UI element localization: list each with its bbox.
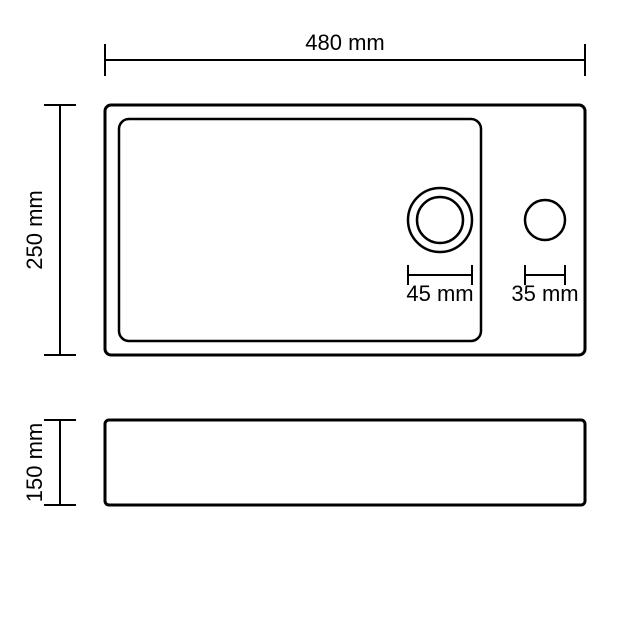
sink-outline-top xyxy=(105,105,585,355)
dim-height-top: 250 mm xyxy=(22,105,76,355)
basin-outline xyxy=(119,119,481,341)
sink-outline-side xyxy=(105,420,585,505)
dim-drain-diameter: 45 mm xyxy=(406,265,473,306)
drain-hole-inner xyxy=(417,197,463,243)
dimension-label: 150 mm xyxy=(22,423,47,502)
dimension-label: 45 mm xyxy=(406,281,473,306)
top-view xyxy=(105,105,585,355)
dim-width: 480 mm xyxy=(105,30,585,76)
side-view xyxy=(105,420,585,505)
dimension-label: 480 mm xyxy=(305,30,384,55)
dimension-label: 35 mm xyxy=(511,281,578,306)
dim-height-side: 150 mm xyxy=(22,420,76,505)
tap-hole xyxy=(525,200,565,240)
dimension-label: 250 mm xyxy=(22,190,47,269)
dim-tap-diameter: 35 mm xyxy=(511,265,578,306)
